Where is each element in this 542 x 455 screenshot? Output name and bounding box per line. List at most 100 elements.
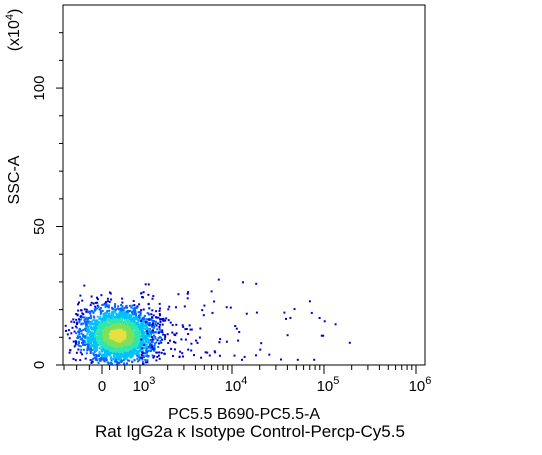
data-point [121,331,124,333]
data-point [81,341,83,344]
data-point [190,328,193,331]
data-point [83,284,86,287]
data-point [121,328,123,331]
data-point [95,327,98,329]
data-point [78,321,81,324]
data-point [107,324,110,327]
data-point [171,331,174,334]
data-point [127,323,130,326]
data-point [103,345,105,347]
data-point [113,347,116,350]
data-point [92,352,95,355]
data-point [112,341,115,344]
data-point [139,314,142,317]
data-point [146,337,149,340]
data-point [173,340,175,343]
data-point [181,324,184,327]
data-point [96,298,99,301]
data-point [129,328,132,331]
data-point [152,295,155,298]
data-point [334,323,337,326]
data-point [107,343,110,346]
data-point [108,300,111,303]
data-point [101,327,103,330]
data-point [170,347,173,350]
data-point [117,340,120,343]
data-point [91,333,94,336]
data-point [132,324,135,327]
data-point [115,331,118,334]
data-point [115,320,118,323]
data-point [107,329,110,332]
data-point [97,361,100,364]
data-point [310,311,313,314]
data-point [82,322,85,325]
data-point [80,309,82,312]
data-point [128,331,131,334]
data-point [98,352,101,355]
data-point [151,322,154,325]
data-point [138,359,141,362]
data-point [136,352,139,354]
data-point [137,353,140,356]
data-point [110,357,113,360]
data-point [126,313,129,316]
data-point [126,354,129,357]
data-point [135,331,138,334]
data-point [134,308,136,311]
data-point [173,333,176,336]
data-point [74,359,77,362]
data-point [285,317,287,320]
data-point [79,359,82,362]
data-point [113,356,116,359]
data-point [103,327,106,330]
data-point [208,354,211,357]
data-point [128,314,131,317]
data-point [96,301,99,304]
data-point [89,312,92,315]
data-point [106,312,109,314]
data-point [121,322,124,325]
data-point [95,339,98,342]
data-point [255,311,258,314]
data-point [110,352,113,354]
data-point [92,335,94,338]
data-point [130,333,133,335]
data-point [100,324,103,327]
data-point [90,328,93,331]
data-point [120,307,122,310]
data-point [96,315,99,318]
data-point [129,340,132,343]
data-point [131,336,134,339]
data-point [145,334,148,337]
data-point [70,332,73,335]
data-point [151,319,154,322]
data-point [153,344,156,347]
data-point [151,325,153,328]
data-point [127,354,130,357]
data-point [120,351,123,354]
data-point [98,351,101,354]
data-point [199,327,202,330]
data-point [105,318,108,321]
data-point [107,327,110,329]
data-point [79,330,82,332]
data-point [68,351,71,354]
data-point [141,351,144,354]
data-point [213,300,216,303]
data-point [188,324,191,327]
data-point [100,337,103,339]
data-point [122,331,125,334]
data-point [132,318,135,321]
data-point [135,325,138,328]
data-point [144,330,147,333]
data-point [82,344,85,346]
data-point [225,340,228,343]
data-point [94,324,97,327]
data-point [124,345,127,348]
data-point [73,345,76,348]
data-point [110,359,113,362]
data-point [151,329,154,332]
data-point [114,348,117,351]
data-point [120,320,123,323]
